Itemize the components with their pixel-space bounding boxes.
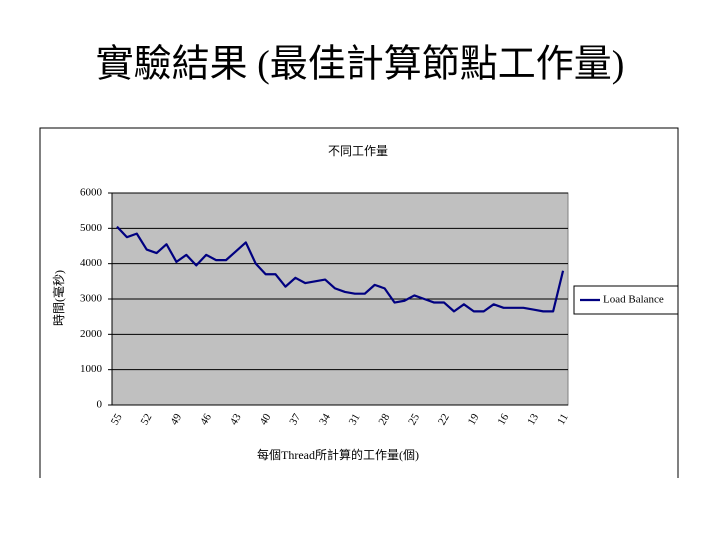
y-tick-label: 4000 [80, 257, 103, 269]
legend-label: Load Balance [603, 294, 664, 306]
y-axis-label: 時間(毫秒) [51, 270, 66, 326]
line [116, 225, 565, 313]
x-tick-label: 31 [347, 412, 363, 428]
y-tick-label: 0 [97, 399, 103, 411]
y-tick-label: 6000 [80, 187, 103, 199]
x-axis-label: 每個Thread所計算的工作量(個) [257, 447, 419, 462]
y-tick-label: 1000 [80, 363, 103, 375]
y-tick-label: 3000 [80, 293, 103, 305]
x-tick-label: 22 [436, 412, 452, 428]
x-tick-label: 52 [139, 412, 155, 428]
chart-title: 不同工作量 [328, 144, 388, 158]
y-tick-label: 5000 [80, 222, 103, 234]
slide-title: 實驗結果 (最佳計算節點工作量) [96, 44, 625, 86]
x-tick-label: 11 [555, 412, 571, 427]
y-tick-label: 2000 [80, 328, 103, 340]
slide-bottom [0, 478, 720, 540]
